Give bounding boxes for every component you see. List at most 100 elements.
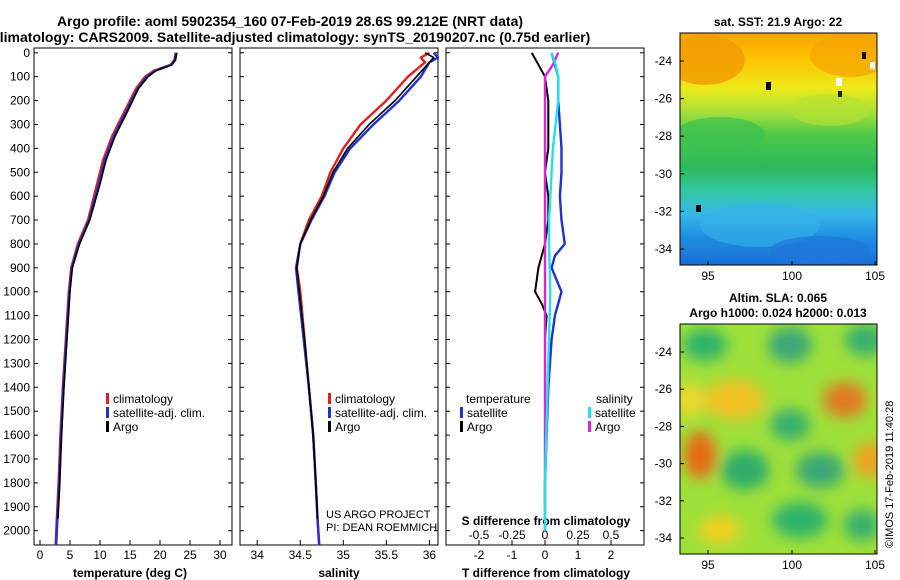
- depth-tick-label: 500: [10, 165, 30, 179]
- legend-swatch-s-argo: [588, 421, 591, 432]
- depth-tick-label: 1800: [3, 476, 30, 490]
- depth-tick-label: 800: [10, 237, 30, 251]
- depth-tick-label: 1700: [3, 452, 30, 466]
- legend-swatch-argo: [106, 421, 109, 432]
- legend-swatch-t-satellite: [460, 407, 463, 418]
- legend-swatch-argo: [328, 421, 331, 432]
- x-tick-label: -0.25: [498, 528, 526, 542]
- depth-axis: 0 100 200 300 400 500 600 700 800 900 1000 1100 1200…: [3, 46, 644, 538]
- title-line-1: Argo profile: aoml 5902354_160 07-Feb-20…: [57, 13, 523, 29]
- salinity-xlabel: salinity: [318, 566, 360, 580]
- legend-label-t-argo: Argo: [467, 420, 493, 434]
- x-tick-label: -0.5: [469, 528, 490, 542]
- temperature-x-ticks: 0 5 10 15 20 25 30: [37, 540, 227, 562]
- x-tick-label: 1: [575, 548, 582, 562]
- x-tick-label: 15: [123, 548, 137, 562]
- temperature-legend: climatology satellite-adj. clim. Argo: [106, 392, 205, 434]
- legend-label-t-satellite: satellite: [467, 406, 508, 420]
- map-x-tick-label: 105: [865, 269, 885, 283]
- x-tick-label: 34: [251, 548, 265, 562]
- map-y-tick-label: -34: [655, 242, 673, 256]
- depth-tick-label: 100: [10, 70, 30, 84]
- legend-swatch-s-satellite: [588, 407, 591, 418]
- x-tick-label: 30: [213, 548, 227, 562]
- legend-label-argo: Argo: [113, 420, 139, 434]
- x-tick-label: 35.5: [375, 548, 399, 562]
- x-tick-label: 35: [337, 548, 351, 562]
- legend-label-argo: Argo: [335, 420, 361, 434]
- sla-map-subtitle: Argo h1000: 0.024 h2000: 0.013: [689, 306, 867, 320]
- sla-map-frame: [679, 323, 878, 555]
- depth-tick-label: 0: [23, 46, 30, 60]
- series-line-argo: [295, 52, 435, 519]
- x-tick-label: 10: [93, 548, 107, 562]
- credit-project: US ARGO PROJECT: [326, 509, 431, 521]
- map-y-tick-label: -24: [655, 345, 673, 359]
- legend-label-satellite: satellite-adj. clim.: [113, 406, 205, 420]
- sla-map-title: Altim. SLA: 0.065: [729, 291, 827, 305]
- temperature-lines: [54, 52, 178, 546]
- salinity-x-ticks: 34 34.5 35 35.5 36: [251, 540, 437, 562]
- legend-title-salinity: salinity: [596, 392, 633, 406]
- depth-tick-label: 700: [10, 213, 30, 227]
- credit-pi: PI: DEAN ROEMMICH: [326, 522, 437, 534]
- sst-map-title: sat. SST: 21.9 Argo: 22: [714, 15, 843, 29]
- legend-swatch-climatology: [328, 393, 331, 404]
- side-credit: ©IMOS 17-Feb-2019 11:40:28: [884, 401, 896, 548]
- map-y-tick-label: -24: [655, 54, 673, 68]
- map-x-tick-label: 100: [782, 269, 802, 283]
- legend-swatch-satellite: [328, 407, 331, 418]
- series-line-climatology: [295, 51, 430, 546]
- depth-tick-label: 1100: [4, 309, 30, 323]
- salinity-panel: [239, 47, 439, 546]
- legend-label-climatology: climatology: [113, 392, 173, 406]
- depth-tick-label: 1300: [3, 356, 30, 370]
- x-tick-label: 0: [542, 548, 549, 562]
- t-difference-xlabel: T difference from climatology: [462, 566, 630, 580]
- legend-label-satellite: satellite-adj. clim.: [335, 406, 427, 420]
- title-line-2: Climatology: CARS2009. Satellite-adjuste…: [0, 29, 590, 45]
- map-y-tick-label: -30: [655, 457, 673, 471]
- legend-swatch-climatology: [106, 393, 109, 404]
- x-tick-label: -1: [507, 548, 518, 562]
- x-tick-label: 0.25: [566, 528, 590, 542]
- sst-map-frame: [679, 32, 878, 266]
- map-y-tick-label: -26: [655, 382, 673, 396]
- depth-tick-label: 200: [10, 94, 30, 108]
- map-y-tick-label: -30: [655, 167, 673, 181]
- legend-title-temperature: temperature: [466, 392, 531, 406]
- temperature-panel: [33, 47, 233, 546]
- sst-map-y-ticks: -24 -26 -28 -30 -32 -34: [655, 54, 684, 256]
- x-tick-label: 0: [37, 548, 44, 562]
- legend-swatch-t-argo: [460, 421, 463, 432]
- depth-tick-label: 900: [10, 261, 30, 275]
- series-line-argo: [57, 52, 178, 519]
- depth-tick-label: 1400: [3, 380, 30, 394]
- sla-map-x-ticks: 95 100 105: [701, 550, 885, 572]
- sla-map-image: [680, 324, 877, 554]
- x-tick-label: 20: [153, 548, 167, 562]
- x-tick-label: 0.5: [603, 528, 620, 542]
- map-y-tick-label: -26: [655, 92, 673, 106]
- salinity-lines: [294, 51, 440, 546]
- map-x-tick-label: 105: [865, 558, 885, 572]
- legend-swatch-satellite: [106, 407, 109, 418]
- map-x-tick-label: 95: [701, 558, 715, 572]
- map-y-tick-label: -28: [655, 129, 673, 143]
- depth-tick-label: 1600: [3, 428, 30, 442]
- map-x-tick-label: 95: [701, 269, 715, 283]
- map-y-tick-label: -32: [655, 204, 673, 218]
- difference-legend: temperature salinity satellite Argo sate…: [460, 392, 636, 434]
- x-tick-label: 2: [608, 548, 615, 562]
- legend-label-climatology: climatology: [335, 392, 395, 406]
- difference-x-ticks: -2 -1 0 1 2 -0.5 -0.25 0 0.25 0.5: [469, 528, 620, 562]
- x-tick-label: 0: [542, 528, 549, 542]
- x-tick-label: 36: [423, 548, 437, 562]
- difference-lines: [530, 52, 566, 531]
- series-line-s-argo: [543, 52, 560, 507]
- sla-map-y-ticks: -24 -26 -28 -30 -32 -34: [655, 345, 684, 545]
- x-tick-label: -2: [474, 548, 485, 562]
- x-tick-label: 25: [183, 548, 197, 562]
- series-line-climatology: [54, 52, 177, 546]
